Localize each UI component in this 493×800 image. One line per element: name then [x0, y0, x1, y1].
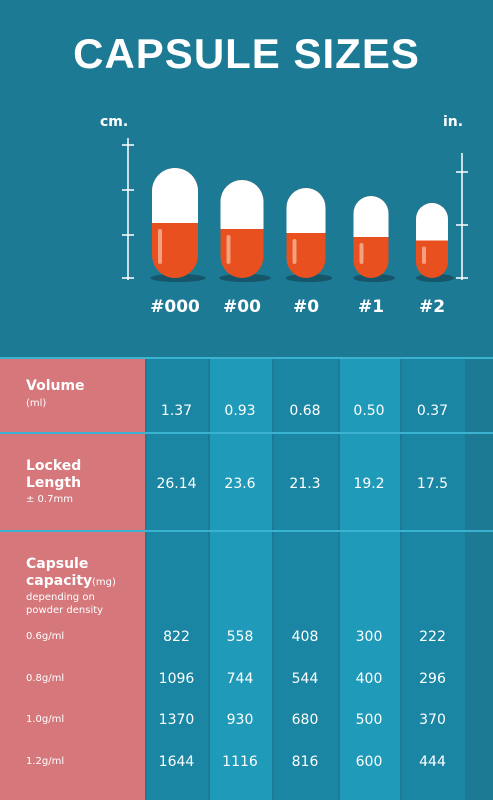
row-line: [0, 357, 493, 359]
value-cell: 500: [355, 712, 383, 728]
capsule-part: [359, 243, 364, 264]
row-line: [0, 432, 493, 434]
value-cell: 23.6: [224, 476, 256, 492]
size-label: #2: [418, 297, 446, 317]
value-cell: 26.14: [156, 476, 197, 492]
capsule-shadow: [285, 274, 333, 282]
density-label: 0.8g/ml: [26, 673, 65, 684]
capsule-illustration: [122, 138, 468, 282]
value-cell: 816: [291, 754, 319, 770]
value-cell: 1644: [158, 754, 195, 770]
density-label: 0.6g/ml: [26, 631, 65, 642]
label-column: [0, 357, 145, 800]
value-cell: 444: [419, 754, 446, 770]
density-label: 1.2g/ml: [26, 756, 65, 767]
capacity-label: Capsule capacity: [26, 556, 93, 589]
value-cell: 222: [419, 629, 446, 645]
value-cell: 558: [226, 629, 254, 645]
capsule-part: [416, 240, 448, 262]
column-bg: [402, 357, 465, 800]
value-cell: 680: [291, 712, 319, 728]
title: CAPSULE SIZES: [73, 30, 420, 77]
value-cell: 930: [226, 712, 254, 728]
value-cell: 0.50: [353, 403, 385, 419]
density-label: 1.0g/ml: [26, 714, 65, 725]
column-bg: [147, 357, 208, 800]
capsule-part: [422, 246, 426, 264]
capsule-part: [353, 237, 389, 261]
size-label: #1: [357, 297, 385, 317]
value-cell: 1096: [158, 671, 195, 687]
value-cell: 1.37: [160, 403, 193, 419]
capacity-unit: (mg): [92, 577, 116, 588]
row-label: Volume: [26, 378, 85, 394]
row-sub: (ml): [26, 398, 47, 409]
unit-left: cm.: [100, 114, 129, 130]
unit-right: in.: [443, 114, 464, 130]
row-line: [0, 530, 493, 532]
value-cell: 21.3: [289, 476, 321, 492]
value-cell: 544: [291, 671, 319, 687]
capsule-part: [158, 229, 162, 264]
row-sub: ± 0.7mm: [26, 494, 73, 505]
column-bg: [210, 357, 272, 800]
capacity-note: depending on powder density: [26, 592, 104, 616]
size-label: #0: [292, 297, 320, 317]
value-cell: 408: [291, 629, 319, 645]
value-cell: 1370: [158, 712, 195, 728]
value-cell: 0.93: [224, 403, 256, 419]
value-cell: 0.68: [289, 403, 321, 419]
size-label: #00: [223, 297, 261, 317]
value-cell: 822: [163, 629, 190, 645]
value-cell: 400: [355, 671, 383, 687]
row-label: Locked Length: [26, 458, 82, 491]
capsule-part: [226, 235, 231, 264]
value-cell: 370: [419, 712, 446, 728]
value-cell: 600: [355, 754, 383, 770]
value-cell: 744: [226, 671, 254, 687]
value-cell: 0.37: [416, 403, 449, 419]
value-cell: 17.5: [416, 476, 449, 492]
size-label: #000: [150, 297, 200, 317]
value-cell: 296: [419, 671, 446, 687]
capsule-part: [292, 239, 297, 264]
column-bg: [340, 357, 400, 800]
value-cell: 19.2: [353, 476, 385, 492]
capsule-part: [286, 233, 326, 259]
capsule-shadow: [150, 274, 206, 282]
capsule-shadow: [219, 274, 271, 282]
value-cell: 1116: [222, 754, 258, 770]
value-cell: 300: [355, 629, 383, 645]
column-bg: [274, 357, 338, 800]
